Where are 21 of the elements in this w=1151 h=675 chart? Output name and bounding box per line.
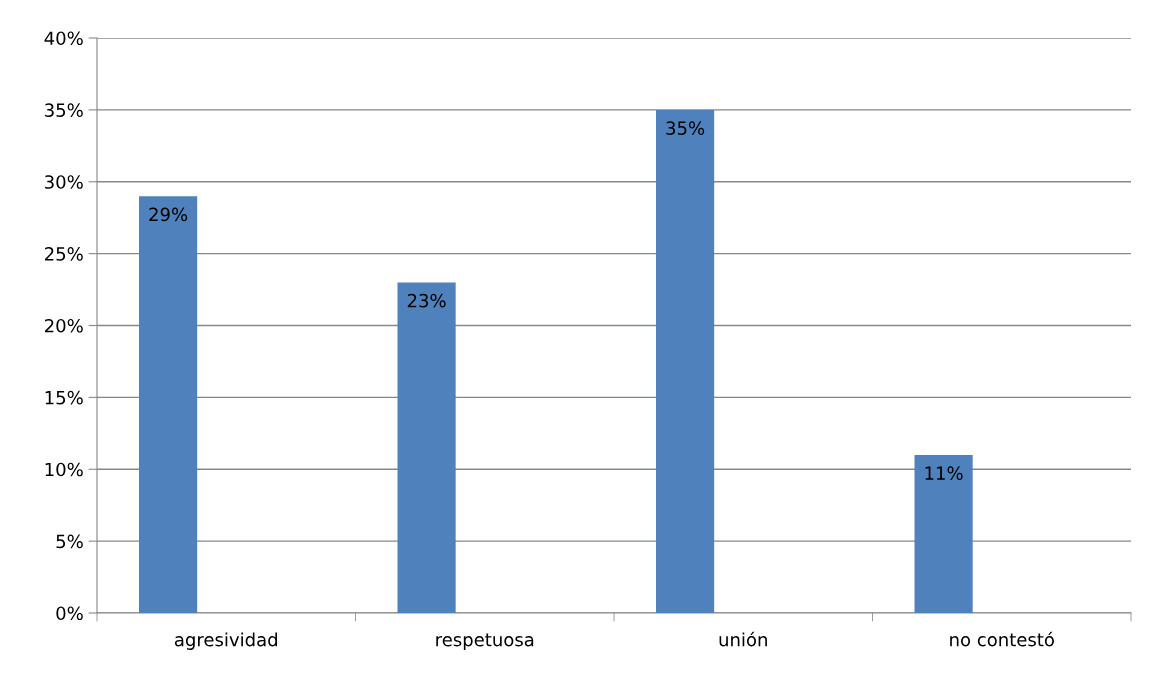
y-tick-label: 30% [45,175,83,189]
x-tick-label: agresividad [174,632,277,650]
data-label: 23% [407,293,446,308]
y-tick-label: 10% [45,462,83,477]
y-tick-label: 25% [45,247,83,261]
y-tick-label: 0% [56,606,83,621]
bar [914,454,973,613]
y-tick-label: 15% [45,390,83,405]
y-tick-label: 35% [45,103,83,117]
data-label: 29% [149,207,188,222]
data-label: 11% [925,466,963,480]
bar [656,109,715,613]
x-tick-label: respetuosa [436,633,534,650]
bar [397,282,456,613]
y-tick-label: 5% [56,534,83,549]
data-label: 35% [666,121,705,135]
y-tick-label: 40% [44,31,83,46]
x-tick-label: no contestó [950,631,1054,647]
y-tick-label: 20% [45,318,83,333]
x-tick-label: unión [719,631,767,647]
bar [139,196,198,613]
